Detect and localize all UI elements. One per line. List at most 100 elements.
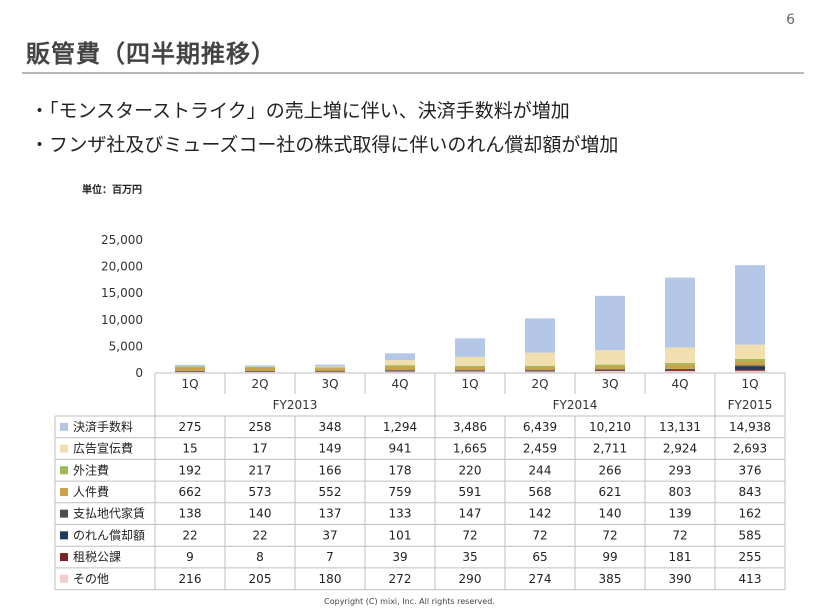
- fiscal-year-label: FY2015: [728, 398, 773, 412]
- data-label: 2,459: [523, 442, 557, 456]
- data-label: 178: [389, 463, 412, 477]
- data-label: 585: [739, 528, 762, 542]
- data-label: 140: [599, 507, 622, 521]
- data-label: 39: [392, 550, 407, 564]
- legend-swatch: [60, 509, 68, 518]
- bar-segment: [595, 365, 625, 370]
- bar-segment: [175, 366, 205, 368]
- fiscal-year-label: FY2013: [273, 398, 318, 412]
- copyright-footer: Copyright (C) mixi, Inc. All rights rese…: [324, 597, 495, 606]
- bar-segment: [735, 344, 765, 359]
- bar-segment: [735, 358, 765, 361]
- data-label: 2,711: [593, 442, 627, 456]
- bar-segment: [735, 365, 765, 367]
- data-label: 275: [179, 420, 202, 434]
- data-label: 591: [459, 485, 482, 499]
- data-label: 205: [249, 572, 272, 586]
- data-label: 147: [459, 507, 482, 521]
- data-label: 192: [179, 463, 202, 477]
- data-label: 552: [319, 485, 342, 499]
- bar-segment: [665, 364, 695, 369]
- data-label: 72: [532, 528, 547, 542]
- data-label: 137: [319, 507, 342, 521]
- data-label: 99: [602, 550, 617, 564]
- data-label: 258: [249, 420, 272, 434]
- legend-swatch: [60, 531, 68, 540]
- bar-segment: [525, 365, 555, 368]
- data-label: 138: [179, 507, 202, 521]
- bar-segment: [315, 364, 345, 367]
- data-label: 22: [252, 528, 267, 542]
- bar-segment: [595, 370, 625, 373]
- bar-segment: [315, 368, 345, 372]
- data-label: 37: [322, 528, 337, 542]
- bar-segment: [525, 352, 555, 366]
- bar-segment: [665, 363, 695, 365]
- bullet-list: ・「モンスターストライク」の売上増に伴い、決済手数料が増加 ・フンザ社及びミュー…: [30, 96, 618, 164]
- data-label: 133: [389, 507, 412, 521]
- data-label: 7: [326, 550, 334, 564]
- data-label: 180: [319, 572, 342, 586]
- bar-segment: [665, 347, 695, 364]
- data-label: 2,693: [733, 442, 767, 456]
- bar-segment: [455, 370, 485, 371]
- x-tick-label: 3Q: [321, 377, 338, 391]
- bar-segment: [315, 366, 345, 368]
- data-label: 843: [739, 485, 762, 499]
- bar-segment: [385, 366, 415, 371]
- bullet-item: ・フンザ社及びミューズコー社の株式取得に伴いのれん償却額が増加: [30, 134, 619, 156]
- bar-segment: [385, 360, 415, 366]
- bar-segment: [385, 370, 415, 371]
- data-label: 72: [462, 528, 477, 542]
- legend-swatch: [60, 487, 68, 496]
- legend-label: 決済手数料: [73, 419, 133, 434]
- bar-segment: [455, 338, 485, 357]
- data-label: 72: [672, 528, 687, 542]
- data-label: 15: [182, 442, 197, 456]
- data-label: 9: [186, 550, 194, 564]
- legend-swatch: [60, 553, 68, 562]
- data-label: 573: [249, 485, 272, 499]
- x-tick-label: 1Q: [181, 377, 198, 391]
- bar-segment: [665, 277, 695, 348]
- data-label: 274: [529, 572, 552, 586]
- bar-segment: [385, 353, 415, 361]
- data-label: 72: [602, 528, 617, 542]
- data-label: 139: [669, 507, 692, 521]
- x-tick-label: 2Q: [251, 377, 268, 391]
- bar-segment: [245, 367, 275, 372]
- data-label: 3,486: [453, 420, 487, 434]
- data-label: 162: [739, 507, 762, 521]
- bar-segment: [245, 365, 275, 367]
- data-label: 149: [319, 442, 342, 456]
- bar-segment: [735, 265, 765, 345]
- data-label: 662: [179, 485, 202, 499]
- legend-swatch: [60, 466, 68, 475]
- data-label: 220: [459, 463, 482, 477]
- legend-label: 租税公課: [73, 549, 121, 564]
- bar-segment: [385, 370, 415, 372]
- data-label: 803: [669, 485, 692, 499]
- y-tick-label: 5,000: [109, 339, 143, 353]
- bar-segment: [175, 370, 205, 372]
- bullet-item: ・「モンスターストライク」の売上増に伴い、決済手数料が増加: [30, 100, 570, 122]
- y-tick-label: 15,000: [101, 286, 143, 300]
- bar-segment: [525, 370, 555, 371]
- bar-segment: [175, 364, 205, 367]
- bar-segment: [455, 356, 485, 366]
- data-label: 1,665: [453, 442, 487, 456]
- y-tick-label: 10,000: [101, 313, 143, 327]
- bar-segment: [595, 364, 625, 366]
- bar-segment: [735, 360, 765, 366]
- bar-segment: [665, 368, 695, 370]
- page-title: 販管費（四半期推移）: [26, 40, 276, 68]
- data-label: 1,294: [383, 420, 417, 434]
- bar-segment: [455, 365, 485, 367]
- data-label: 272: [389, 572, 412, 586]
- data-label: 101: [389, 528, 412, 542]
- legend-label: 外注費: [73, 462, 109, 477]
- data-label: 621: [599, 485, 622, 499]
- bar-segment: [525, 371, 555, 373]
- data-label: 941: [389, 442, 412, 456]
